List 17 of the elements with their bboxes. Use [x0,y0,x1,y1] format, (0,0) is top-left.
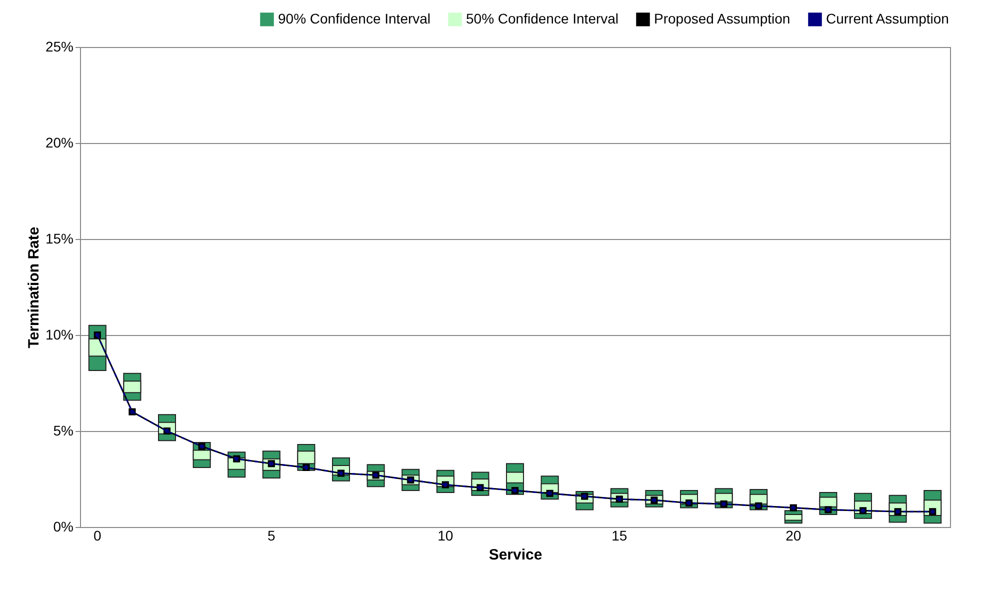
legend-label: Proposed Assumption [654,10,790,26]
y-axis-title: Termination Rate [25,226,42,348]
x-axis-title: Service [488,546,542,564]
y-tick-label: 25% [45,38,74,54]
y-tick-label: 20% [45,134,74,150]
x-tick-label: 0 [94,528,102,544]
y-tick-label: 0% [53,518,74,534]
y-tick-label: 15% [45,230,74,246]
y-tick-label: 5% [53,422,74,438]
legend-label: Current Assumption [826,10,949,26]
legend-label: 50% Confidence Interval [466,10,619,26]
x-tick-label: 5 [268,528,276,544]
y-tick-label: 10% [45,326,74,342]
x-tick-label: 15 [612,528,628,544]
x-tick-label: 10 [438,528,454,544]
x-tick-label: 20 [786,528,802,544]
legend-label: 90% Confidence Interval [278,10,431,26]
